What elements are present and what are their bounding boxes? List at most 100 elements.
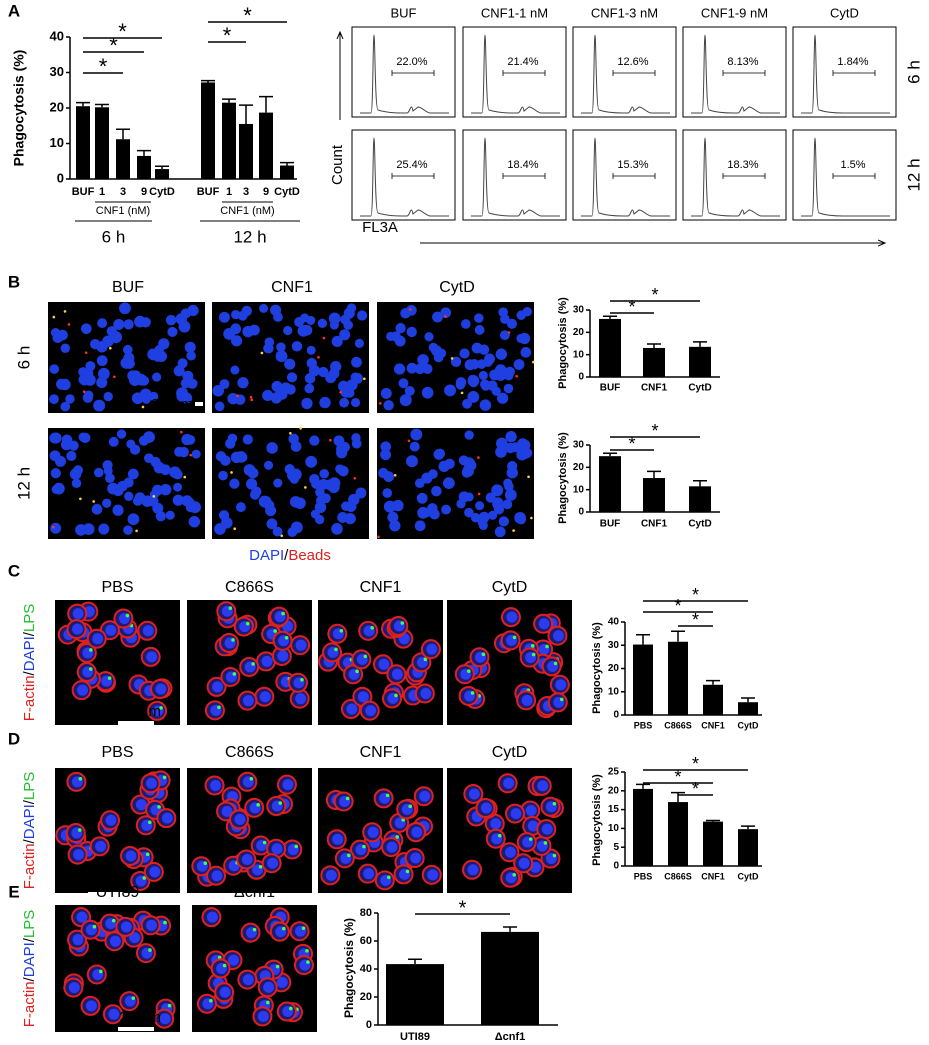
lps (162, 775, 167, 780)
nucleus (325, 371, 337, 384)
x-tick-label: 3 (120, 186, 126, 198)
nucleus (521, 694, 533, 706)
image-column-title: C866S (225, 744, 274, 761)
nucleus (442, 477, 455, 490)
nucleus (490, 818, 502, 830)
panel-label: D (8, 729, 20, 748)
nucleus (229, 478, 240, 489)
x-tick-label: 3 (243, 186, 249, 198)
lps (528, 837, 533, 841)
bead (353, 476, 357, 480)
nucleus (242, 695, 254, 707)
nucleus (552, 630, 564, 642)
lps (228, 606, 233, 611)
y-tick-label: 20 (608, 785, 620, 796)
nucleus (85, 1000, 97, 1012)
error-bar (95, 103, 109, 108)
flow-percentage: 15.3% (617, 159, 648, 171)
histogram (360, 137, 449, 217)
nucleus (116, 429, 127, 439)
bead (82, 390, 86, 393)
nucleus (49, 394, 59, 405)
nucleus (398, 378, 409, 389)
image-row-label: 12 h (14, 467, 33, 500)
bead (477, 456, 480, 459)
bar (643, 347, 665, 377)
nucleus (152, 372, 162, 382)
nucleus (409, 441, 420, 452)
nucleus (165, 510, 175, 520)
nucleus (406, 362, 418, 374)
nucleus (399, 394, 412, 407)
lps (470, 691, 475, 695)
bead (507, 331, 511, 334)
nucleus (389, 520, 401, 532)
bead (236, 394, 239, 398)
lps (167, 1003, 172, 1008)
nucleus (263, 460, 274, 470)
nucleus (301, 397, 313, 410)
bar (703, 684, 723, 715)
nucleus (390, 331, 401, 342)
flow-column-title: CytD (830, 5, 859, 20)
bead (52, 525, 55, 529)
nucleus (212, 384, 225, 397)
nucleus (146, 777, 158, 789)
nucleus (91, 503, 103, 515)
nucleus (123, 319, 134, 330)
lps (301, 926, 306, 931)
nucleus (383, 400, 394, 411)
nucleus (134, 492, 146, 503)
stain-part: F-actin (21, 981, 38, 1027)
bar (76, 106, 90, 179)
nucleus (109, 935, 121, 947)
image-column-title: CNF1 (271, 279, 313, 296)
nucleus (243, 464, 256, 476)
nucleus (96, 355, 108, 367)
lps (543, 841, 548, 845)
nucleus (304, 383, 315, 394)
nucleus (206, 911, 218, 923)
bead (527, 475, 530, 479)
nucleus (258, 495, 271, 508)
y-tick-label: 20 (573, 462, 585, 473)
bead (183, 475, 187, 479)
nucleus (227, 392, 239, 405)
nucleus (187, 304, 199, 317)
bead (408, 308, 412, 311)
nucleus (474, 325, 485, 335)
nucleus (311, 479, 322, 490)
nucleus (356, 310, 368, 321)
nucleus (117, 480, 128, 492)
flow-percentage: 18.4% (507, 159, 538, 171)
nucleus (93, 399, 106, 412)
nucleus (291, 341, 303, 352)
lps (125, 613, 130, 618)
nucleus (280, 382, 292, 394)
nucleus (191, 449, 201, 459)
nucleus (330, 360, 342, 373)
flow-x-label: FL3A (362, 219, 398, 236)
histogram (360, 34, 449, 114)
nucleus (478, 520, 488, 531)
nucleus (212, 681, 224, 693)
lps (231, 638, 235, 642)
nucleus (275, 350, 288, 363)
x-tick-label: BUF (197, 186, 220, 198)
nucleus (261, 655, 273, 667)
nucleus (427, 869, 439, 881)
nucleus (478, 370, 488, 381)
lps (355, 669, 359, 674)
stain-part: LPS (21, 772, 38, 800)
nucleus (119, 302, 131, 315)
nucleus (506, 318, 517, 329)
error-bar (408, 958, 422, 965)
bead (322, 336, 326, 340)
y-tick-label: 15 (608, 804, 620, 815)
nucleus (92, 633, 104, 645)
nucleus (332, 833, 344, 845)
x-tick-label: UTI89 (400, 1031, 430, 1043)
bar (280, 165, 294, 179)
nucleus (276, 342, 286, 352)
nucleus (242, 974, 254, 986)
